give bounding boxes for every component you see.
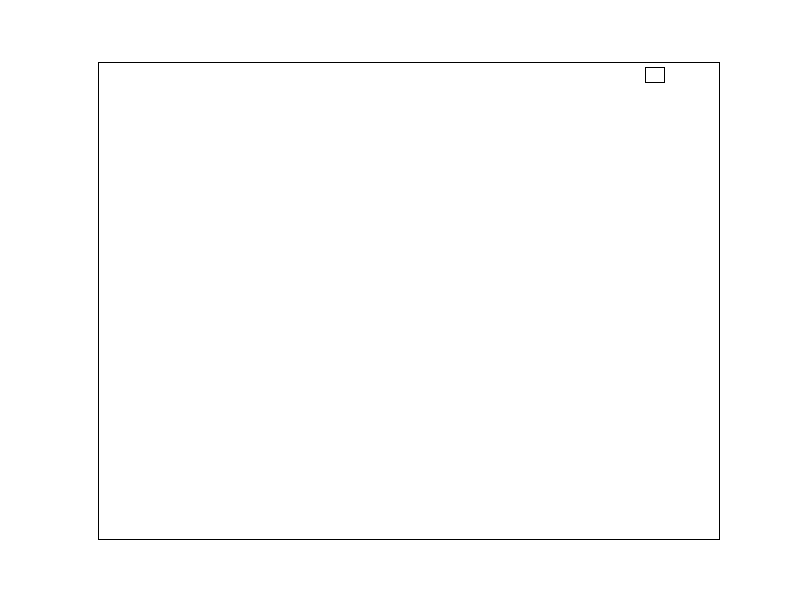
legend — [645, 67, 665, 83]
plot-area — [98, 62, 720, 540]
